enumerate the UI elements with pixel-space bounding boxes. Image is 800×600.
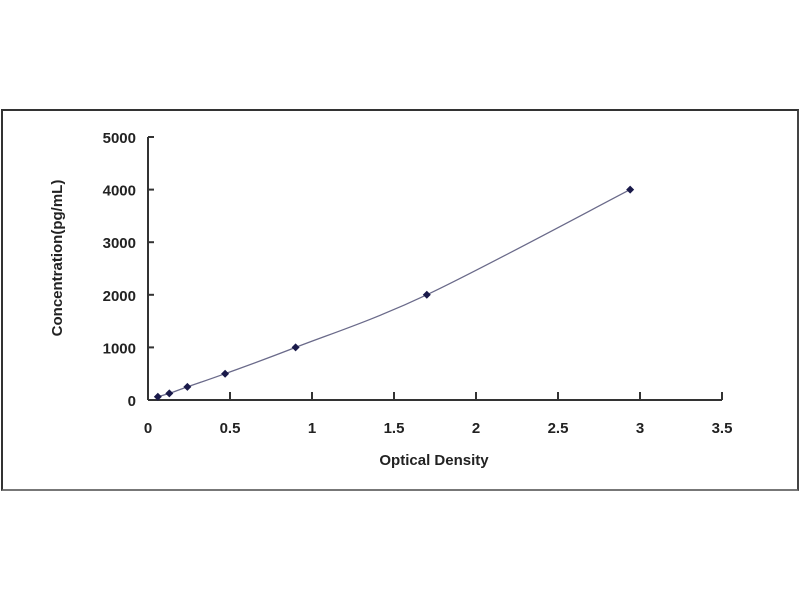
y-tick-label: 1000 (103, 340, 136, 357)
data-point (422, 290, 431, 299)
data-point (165, 389, 174, 398)
y-tick-label: 5000 (103, 130, 136, 147)
fit-curve (157, 189, 631, 398)
y-tick-label: 2000 (103, 288, 136, 305)
x-tick-label: 2.5 (548, 420, 569, 437)
x-tick-label: 0 (144, 420, 152, 437)
y-axis-title: Concentration(pg/mL) (49, 180, 66, 337)
x-tick-label: 1.5 (384, 420, 405, 437)
axes (147, 137, 722, 401)
data-point (153, 392, 162, 401)
data-point (626, 185, 635, 194)
data-point (221, 369, 230, 378)
ticks: 0 0.5 1 1.5 2 2.5 3 3.5 0 1000 2000 3000 4000 5000 (103, 130, 733, 437)
x-tick-label: 2 (472, 420, 480, 437)
x-tick-label: 3.5 (712, 420, 733, 437)
y-tick-label: 3000 (103, 235, 136, 252)
x-tick-label: 1 (308, 420, 316, 437)
x-tick-label: 0.5 (220, 420, 241, 437)
x-axis-title: Optical Density (379, 452, 489, 469)
y-tick-label: 0 (128, 393, 136, 410)
data-point (291, 343, 300, 352)
data-point (183, 382, 192, 391)
chart-frame (1, 109, 799, 491)
y-tick-label: 4000 (103, 183, 136, 200)
x-tick-label: 3 (636, 420, 644, 437)
data-points (153, 185, 635, 401)
